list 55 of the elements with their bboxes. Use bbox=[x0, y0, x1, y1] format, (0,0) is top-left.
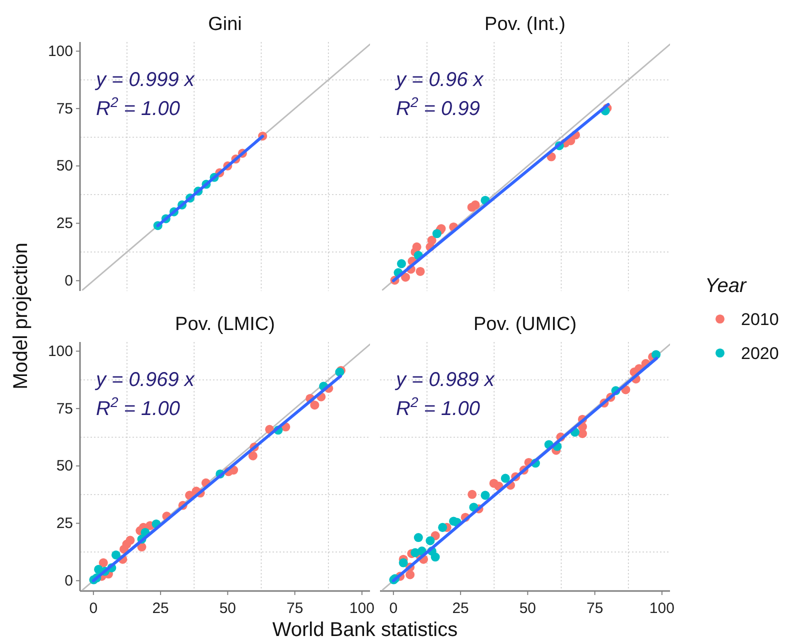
x-tick-label: 100 bbox=[649, 600, 674, 617]
annotation: y = 0.989 x bbox=[394, 369, 496, 391]
point bbox=[396, 259, 406, 268]
x-tick-label: 25 bbox=[152, 600, 169, 617]
point bbox=[438, 522, 448, 532]
point bbox=[406, 570, 415, 580]
point bbox=[416, 266, 425, 276]
annotation: R$^{2}$ = 0.99 bbox=[396, 94, 480, 120]
y-tick-label: 100 bbox=[48, 42, 73, 60]
point bbox=[432, 229, 442, 238]
legend-label: 2010 bbox=[741, 310, 779, 329]
point bbox=[414, 533, 423, 542]
legend-title: Year bbox=[705, 275, 748, 297]
x-tick-label: 75 bbox=[586, 600, 604, 617]
legend-label: 2020 bbox=[741, 344, 779, 363]
y-tick-label: 25 bbox=[56, 215, 73, 232]
annotation: y = 0.96 x bbox=[394, 69, 484, 91]
point bbox=[111, 550, 120, 560]
y-tick-label: 100 bbox=[48, 342, 73, 360]
x-tick-label: 50 bbox=[519, 600, 536, 617]
point bbox=[467, 202, 476, 212]
annotation: R$^{2}$ = 1.00 bbox=[396, 394, 480, 420]
point bbox=[500, 474, 510, 483]
chart-title: Pov. (LMIC) bbox=[175, 314, 275, 335]
point bbox=[310, 400, 320, 410]
x-tick-label: 25 bbox=[452, 600, 469, 617]
annotation: R$^{2}$ = 1.00 bbox=[96, 94, 180, 120]
chart-title: Pov. (Int.) bbox=[484, 14, 566, 35]
x-tick-label: 75 bbox=[286, 600, 304, 617]
chart-title: Gini bbox=[208, 14, 242, 35]
y-tick-label: 50 bbox=[56, 458, 73, 475]
chart-title: Pov. (UMIC) bbox=[473, 314, 577, 335]
x-tick-label: 0 bbox=[389, 600, 398, 617]
x-axis-title: World Bank statistics bbox=[272, 619, 458, 641]
point bbox=[468, 490, 477, 499]
y-tick-label: 75 bbox=[56, 100, 73, 118]
point bbox=[98, 558, 108, 568]
annotation: y = 0.999 x bbox=[94, 69, 196, 91]
x-tick-label: 50 bbox=[219, 600, 236, 617]
point bbox=[248, 451, 258, 460]
annotation: y = 0.969 x bbox=[94, 369, 196, 391]
y-tick-label: 25 bbox=[56, 515, 73, 532]
y-tick-label: 50 bbox=[56, 158, 73, 175]
point bbox=[398, 558, 408, 568]
point bbox=[489, 478, 498, 488]
y-axis-title: Model projection bbox=[10, 242, 32, 390]
y-tick-label: 0 bbox=[64, 572, 73, 590]
point bbox=[480, 490, 490, 500]
point bbox=[426, 536, 435, 546]
x-tick-label: 0 bbox=[89, 600, 98, 617]
x-tick-label: 100 bbox=[349, 600, 374, 617]
annotation: R$^{2}$ = 1.00 bbox=[96, 394, 180, 420]
y-tick-label: 75 bbox=[56, 400, 73, 418]
point bbox=[400, 272, 410, 282]
y-tick-label: 0 bbox=[64, 272, 73, 290]
